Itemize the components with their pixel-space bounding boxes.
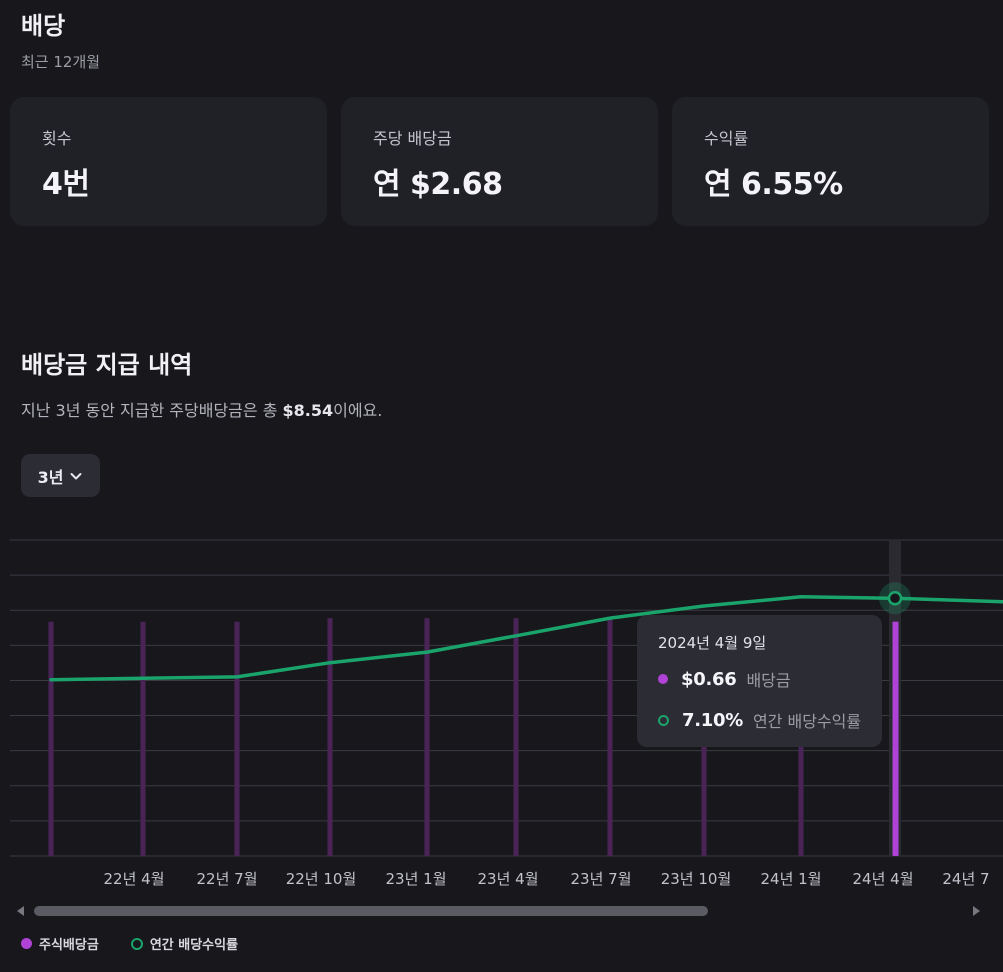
legend-label: 연간 배당수익률 xyxy=(149,938,239,953)
desc-suffix: 이에요. xyxy=(333,401,383,420)
x-tick-label: 23년 10월 xyxy=(661,870,732,888)
x-tick-label: 23년 1월 xyxy=(386,870,447,888)
chart-scrollbar[interactable] xyxy=(14,902,989,920)
scroll-left-icon[interactable] xyxy=(17,906,24,916)
chevron-down-icon xyxy=(70,472,82,479)
tooltip-yield-label: 연간 배당수익률 xyxy=(752,712,862,731)
history-description: 지난 3년 동안 지급한 주당배당금은 총 $8.54이에요. xyxy=(21,397,382,421)
tooltip-yield-row: 7.10% 연간 배당수익률 xyxy=(658,708,882,732)
tooltip-dividend-label: 배당금 xyxy=(746,671,791,690)
tooltip-dividend-row: $0.66 배당금 xyxy=(658,667,882,691)
card-value: 연 $2.68 xyxy=(373,167,503,202)
period-dropdown[interactable]: 3년 xyxy=(21,454,100,497)
count-card: 횟수 4번 xyxy=(10,97,327,226)
yield-card: 수익률 연 6.55% xyxy=(672,97,989,226)
scroll-thumb[interactable] xyxy=(34,906,708,916)
tooltip-date: 2024년 4월 9일 xyxy=(658,634,767,652)
yield-legend-icon xyxy=(130,937,143,950)
card-label: 횟수 xyxy=(42,129,72,148)
scroll-right-icon[interactable] xyxy=(973,906,980,916)
x-tick-label: 23년 4월 xyxy=(478,870,539,888)
dividend-legend-icon xyxy=(21,938,32,949)
card-value: 4번 xyxy=(42,167,90,202)
x-tick-label: 24년 4월 xyxy=(853,870,914,888)
dividend-bar xyxy=(892,621,899,856)
card-label: 주당 배당금 xyxy=(373,129,452,148)
chart-tooltip: 2024년 4월 9일 $0.66 배당금 7.10% 연간 배당수익률 xyxy=(637,615,882,747)
yield-ring-icon xyxy=(658,714,669,726)
x-tick-label: 22년 7월 xyxy=(197,870,258,888)
dividend-bar xyxy=(424,618,430,856)
desc-prefix: 지난 3년 동안 지급한 주당배당금은 총 xyxy=(21,401,283,420)
dividend-bar xyxy=(48,621,54,856)
dividend-bar xyxy=(327,618,333,856)
dividend-bar xyxy=(234,621,240,856)
x-tick-label: 23년 7월 xyxy=(571,870,632,888)
dividend-chart: 22년 4월 22년 7월 22년 10월 23년 1월 23년 4월 23년 7월 23년… xyxy=(10,539,1003,888)
x-tick-label: 22년 4월 xyxy=(104,870,165,888)
period-label: 3년 xyxy=(37,467,64,487)
history-title: 배당금 지급 내역 xyxy=(21,351,193,379)
legend-item-dividend[interactable]: 주식배당금 xyxy=(21,934,99,953)
dividend-bar xyxy=(607,618,613,856)
card-value: 연 6.55% xyxy=(704,167,843,202)
dividend-bar xyxy=(140,621,146,856)
summary-cards: 횟수 4번 주당 배당금 연 $2.68 수익률 연 6.55% xyxy=(10,97,989,226)
tooltip-yield-value: 7.10% xyxy=(682,709,743,731)
dividend-per-share-card: 주당 배당금 연 $2.68 xyxy=(341,97,658,226)
card-label: 수익률 xyxy=(704,129,749,148)
dividend-dot-icon xyxy=(658,674,668,684)
dividend-bar xyxy=(513,618,519,856)
tooltip-dividend-value: $0.66 xyxy=(681,668,737,690)
legend-label: 주식배당금 xyxy=(39,938,99,953)
yield-point-marker xyxy=(887,591,903,606)
desc-amount: $8.54 xyxy=(282,401,334,420)
legend-item-yield[interactable]: 연간 배당수익률 xyxy=(130,934,239,953)
x-tick-label: 22년 10월 xyxy=(286,870,357,888)
chart-legend: 주식배당금 연간 배당수익률 xyxy=(21,934,238,953)
x-tick-label: 24년 7 xyxy=(942,870,989,888)
yield-line xyxy=(49,595,1003,682)
x-tick-label: 24년 1월 xyxy=(761,870,822,888)
page-subtitle: 최근 12개월 xyxy=(21,53,101,71)
scroll-track[interactable] xyxy=(34,906,974,916)
page-title: 배당 xyxy=(21,12,66,40)
